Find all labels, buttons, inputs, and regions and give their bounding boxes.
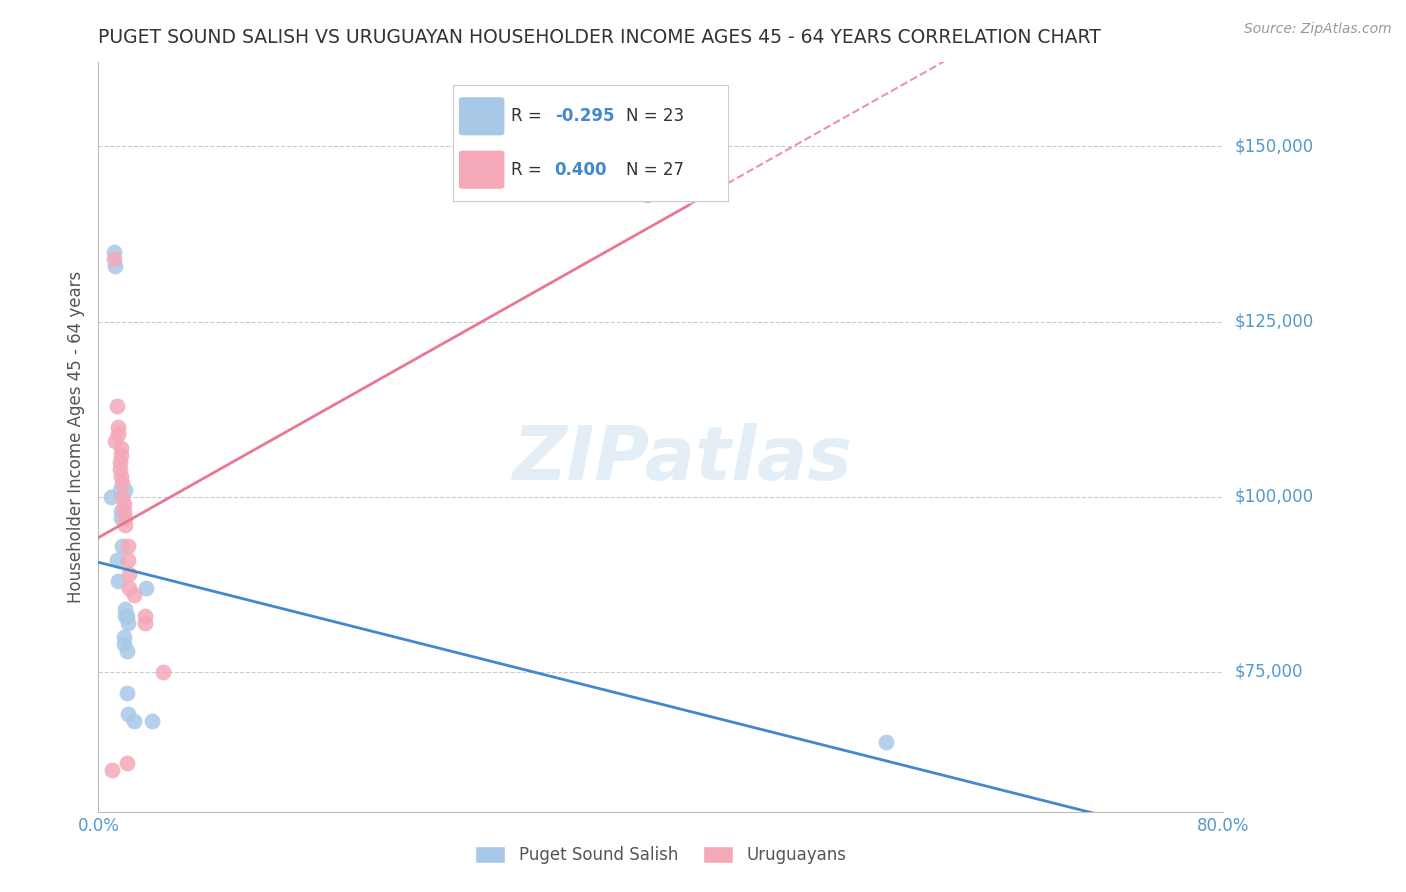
Point (114, 510, 136, 524)
Point (117, 706, 139, 721)
Point (114, 483, 136, 497)
Point (107, 419, 129, 434)
Point (107, 574, 129, 588)
Point (118, 566, 141, 581)
Point (100, 490, 122, 504)
Point (103, 244, 125, 259)
Point (636, 188, 658, 202)
Point (112, 497, 135, 511)
Point (122, 714, 145, 728)
Point (152, 665, 174, 679)
Point (115, 686, 138, 700)
Point (114, 517, 136, 532)
Point (104, 259, 127, 273)
Legend: Puget Sound Salish, Uruguayans: Puget Sound Salish, Uruguayans (468, 839, 853, 871)
Text: Source: ZipAtlas.com: Source: ZipAtlas.com (1244, 22, 1392, 37)
Point (110, 441, 132, 455)
Point (111, 490, 134, 504)
Point (111, 539, 134, 553)
Point (108, 461, 131, 475)
Point (110, 503, 132, 517)
Point (112, 637, 135, 651)
Point (122, 588, 145, 602)
Point (108, 483, 131, 497)
Point (104, 434, 127, 448)
Point (141, 714, 163, 728)
Point (112, 630, 135, 644)
Text: ZIPatlas: ZIPatlas (513, 423, 853, 496)
Point (101, 763, 124, 777)
Point (105, 399, 128, 413)
Point (118, 581, 141, 595)
Text: $75,000: $75,000 (1234, 663, 1303, 681)
Y-axis label: Householder Income Ages 45 - 64 years: Householder Income Ages 45 - 64 years (66, 271, 84, 603)
Point (134, 608, 156, 623)
Point (115, 643, 138, 657)
Text: PUGET SOUND SALISH VS URUGUAYAN HOUSEHOLDER INCOME AGES 45 - 64 YEARS CORRELATIO: PUGET SOUND SALISH VS URUGUAYAN HOUSEHOL… (98, 28, 1101, 47)
Point (114, 601, 136, 615)
Point (135, 581, 157, 595)
Point (117, 552, 139, 566)
Point (115, 608, 138, 623)
Point (115, 756, 138, 770)
Text: $100,000: $100,000 (1234, 488, 1313, 506)
Point (112, 503, 135, 517)
Point (108, 454, 131, 468)
Text: $125,000: $125,000 (1234, 312, 1313, 331)
Point (103, 252, 125, 266)
Text: $150,000: $150,000 (1234, 137, 1313, 155)
Point (110, 448, 132, 462)
Point (107, 426, 129, 441)
Point (117, 539, 139, 553)
Point (105, 552, 128, 566)
Point (110, 468, 132, 483)
Point (117, 615, 139, 630)
Point (110, 510, 132, 524)
Point (114, 608, 136, 623)
Point (134, 615, 156, 630)
Point (111, 475, 134, 490)
Point (875, 734, 897, 748)
